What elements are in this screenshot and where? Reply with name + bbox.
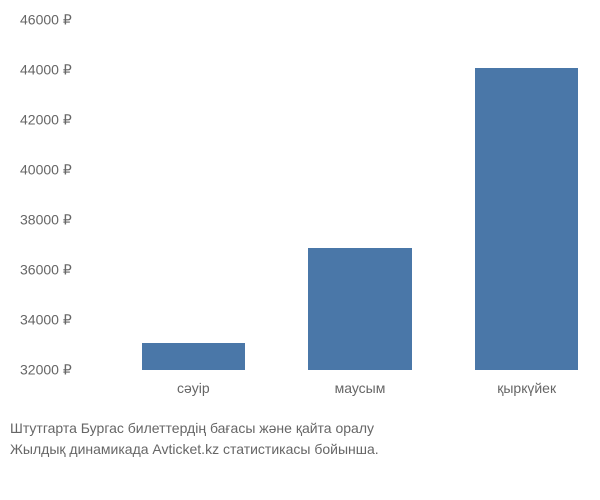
chart-area: 32000 ₽ 34000 ₽ 36000 ₽ 38000 ₽ 40000 ₽ 42000… (20, 20, 580, 400)
y-tick-label: 34000 ₽ (20, 312, 100, 329)
bar (475, 68, 578, 371)
y-tick-label: 38000 ₽ (20, 212, 100, 229)
y-tick-label: 42000 ₽ (20, 112, 100, 129)
y-tick-label: 44000 ₽ (20, 62, 100, 79)
caption-line-2: Жылдық динамикада Avticket.kz статистика… (10, 439, 590, 460)
x-tick-label: сәуір (110, 380, 277, 396)
chart-caption: Штутгарта Бургас билеттердің бағасы және… (0, 418, 600, 460)
x-tick-label: қыркүйек (443, 380, 600, 396)
bar (308, 248, 411, 371)
plot-area (110, 20, 570, 370)
y-tick-label: 32000 ₽ (20, 362, 100, 379)
chart-container: 32000 ₽ 34000 ₽ 36000 ₽ 38000 ₽ 40000 ₽ 42000… (0, 0, 600, 500)
bar (142, 343, 245, 371)
x-axis-labels: сәуірмаусымқыркүйек (110, 380, 570, 410)
y-tick-label: 46000 ₽ (20, 12, 100, 29)
y-tick-label: 36000 ₽ (20, 262, 100, 279)
y-tick-label: 40000 ₽ (20, 162, 100, 179)
x-tick-label: маусым (277, 380, 444, 396)
y-axis: 32000 ₽34000 ₽36000 ₽38000 ₽40000 ₽42000… (20, 20, 100, 370)
caption-line-1: Штутгарта Бургас билеттердің бағасы және… (10, 418, 590, 439)
